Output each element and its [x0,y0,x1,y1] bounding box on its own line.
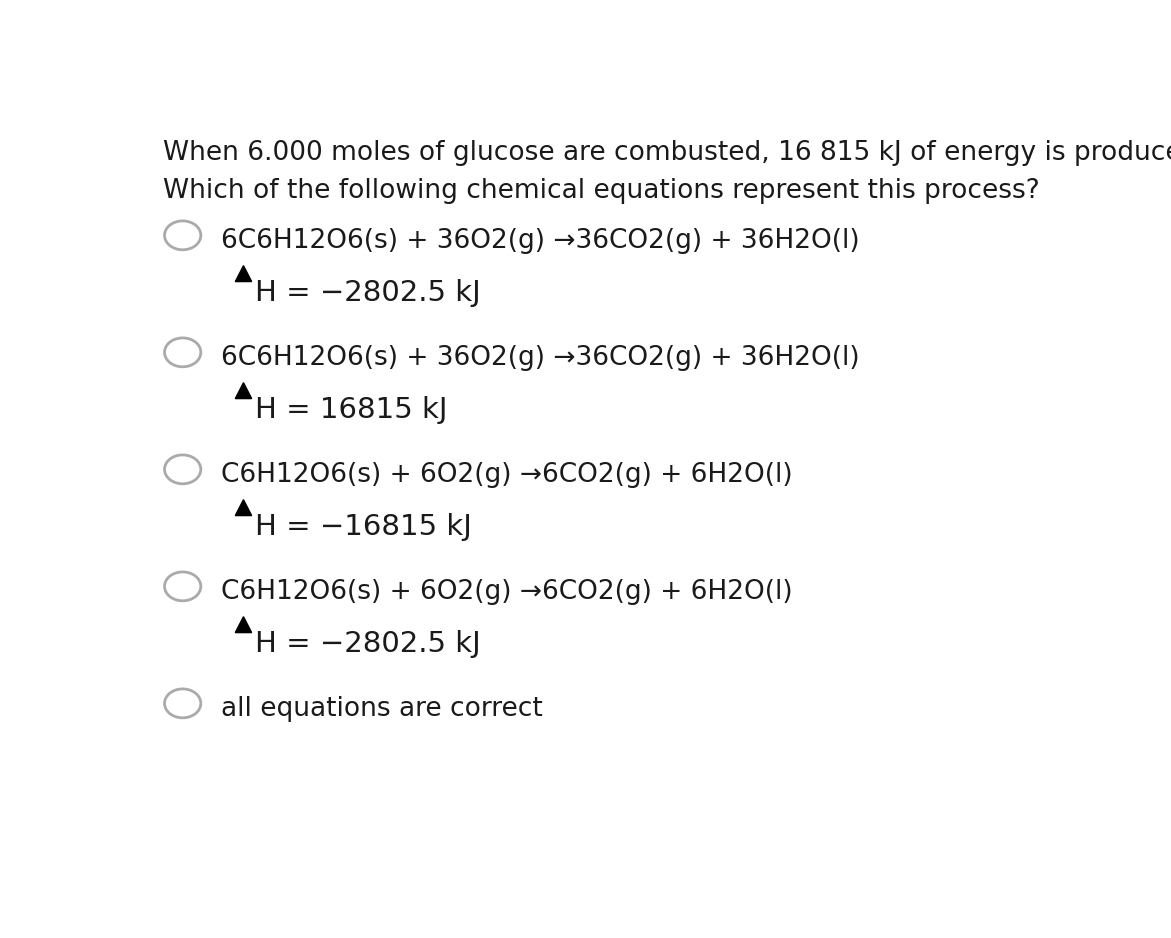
Text: 6C6H12O6(s) + 36O2(g) →36CO2(g) + 36H2O(l): 6C6H12O6(s) + 36O2(g) →36CO2(g) + 36H2O(… [221,228,860,254]
Text: 6C6H12O6(s) + 36O2(g) →36CO2(g) + 36H2O(l): 6C6H12O6(s) + 36O2(g) →36CO2(g) + 36H2O(… [221,345,860,371]
Text: When 6.000 moles of glucose are combusted, 16 815 kJ of energy is produced.: When 6.000 moles of glucose are combuste… [163,140,1171,166]
Text: Which of the following chemical equations represent this process?: Which of the following chemical equation… [163,177,1040,204]
Polygon shape [235,616,252,632]
Text: H = −2802.5 kJ: H = −2802.5 kJ [255,279,481,307]
Polygon shape [235,265,252,281]
Text: C6H12O6(s) + 6O2(g) →6CO2(g) + 6H2O(l): C6H12O6(s) + 6O2(g) →6CO2(g) + 6H2O(l) [221,579,793,605]
Text: H = −2802.5 kJ: H = −2802.5 kJ [255,629,481,658]
Text: H = 16815 kJ: H = 16815 kJ [255,396,447,424]
Polygon shape [235,500,252,516]
Text: all equations are correct: all equations are correct [221,696,542,722]
Text: H = −16815 kJ: H = −16815 kJ [255,513,472,540]
Polygon shape [235,383,252,399]
Text: C6H12O6(s) + 6O2(g) →6CO2(g) + 6H2O(l): C6H12O6(s) + 6O2(g) →6CO2(g) + 6H2O(l) [221,462,793,488]
